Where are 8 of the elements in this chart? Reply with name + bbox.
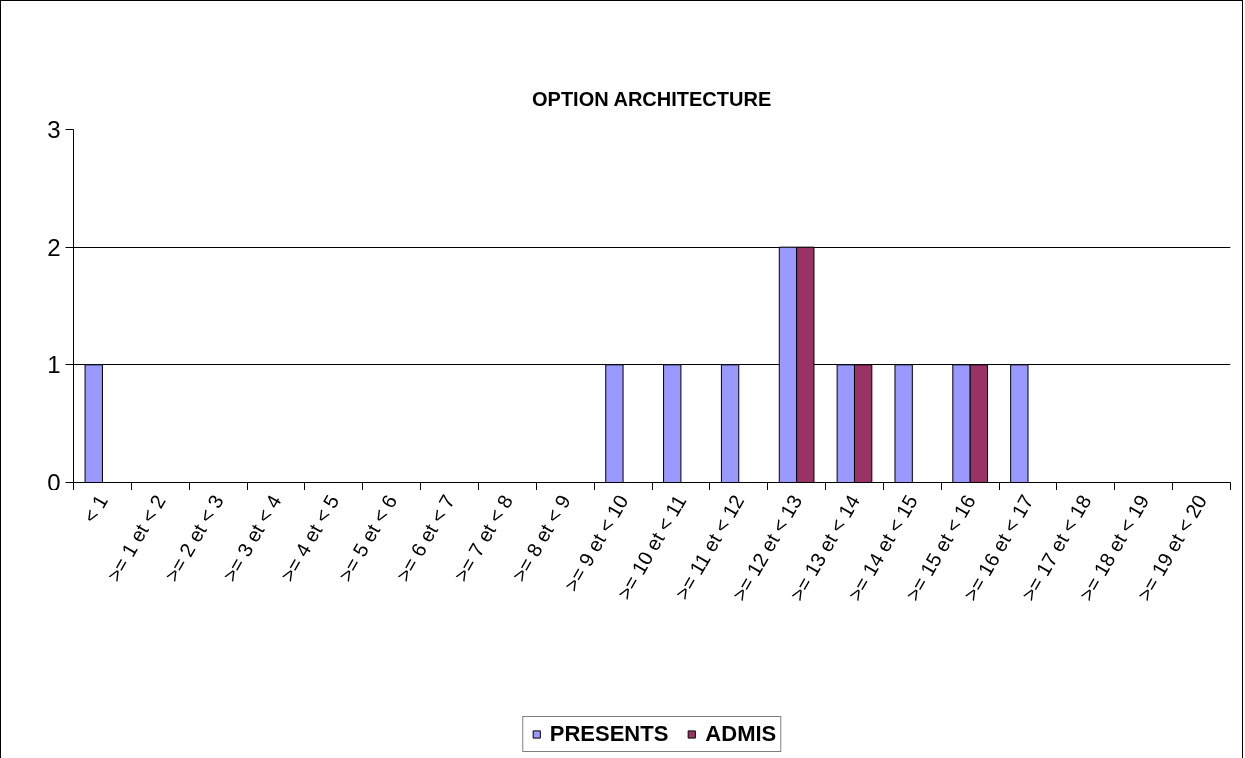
- y-tick-label: 2: [47, 233, 61, 261]
- x-tick-label: < 1: [78, 491, 112, 527]
- legend-label: PRESENTS: [549, 721, 669, 747]
- y-tick-label: 0: [47, 468, 61, 496]
- y-tick-label: 3: [47, 116, 61, 143]
- legend-label: ADMIS: [705, 721, 777, 747]
- chart-title: OPTION ARCHITECTURE: [532, 87, 772, 110]
- y-tick-label: 1: [47, 351, 61, 379]
